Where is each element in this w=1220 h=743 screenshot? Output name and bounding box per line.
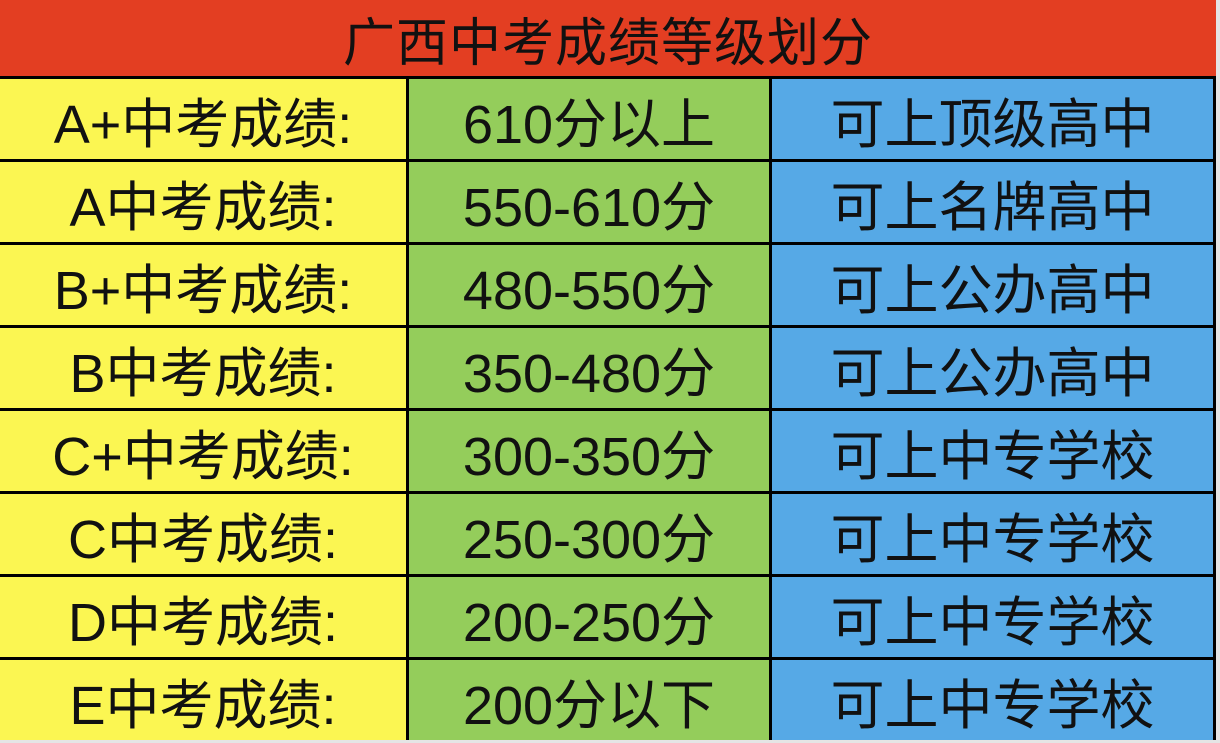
grade-cell: C中考成绩: (0, 494, 406, 574)
table-row: B+中考成绩: 480-550分 可上公办高中 (0, 245, 1216, 325)
score-range-cell: 200-250分 (409, 577, 769, 657)
school-level-cell: 可上名牌高中 (772, 162, 1213, 242)
table-body: A+中考成绩: 610分以上 可上顶级高中 A中考成绩: 550-610分 可上名牌高中 B… (0, 79, 1216, 743)
grade-cell: A中考成绩: (0, 162, 406, 242)
table-row: B中考成绩: 350-480分 可上公办高中 (0, 328, 1216, 408)
school-level-cell: 可上顶级高中 (772, 79, 1213, 159)
grade-cell: B中考成绩: (0, 328, 406, 408)
table-row: E中考成绩: 200分以下 可上中专学校 (0, 660, 1216, 740)
school-level-cell: 可上中专学校 (772, 577, 1213, 657)
table-row: C中考成绩: 250-300分 可上中专学校 (0, 494, 1216, 574)
school-level-cell: 可上中专学校 (772, 411, 1213, 491)
score-range-cell: 300-350分 (409, 411, 769, 491)
school-level-cell: 可上公办高中 (772, 328, 1213, 408)
score-range-cell: 480-550分 (409, 245, 769, 325)
grade-cell: E中考成绩: (0, 660, 406, 740)
table-row: C+中考成绩: 300-350分 可上中专学校 (0, 411, 1216, 491)
score-range-cell: 250-300分 (409, 494, 769, 574)
school-level-cell: 可上中专学校 (772, 494, 1213, 574)
score-range-cell: 200分以下 (409, 660, 769, 740)
table-row: D中考成绩: 200-250分 可上中专学校 (0, 577, 1216, 657)
score-range-cell: 610分以上 (409, 79, 769, 159)
grade-cell: B+中考成绩: (0, 245, 406, 325)
grade-cell: D中考成绩: (0, 577, 406, 657)
score-range-cell: 350-480分 (409, 328, 769, 408)
grade-cell: A+中考成绩: (0, 79, 406, 159)
school-level-cell: 可上中专学校 (772, 660, 1213, 740)
table-row: A+中考成绩: 610分以上 可上顶级高中 (0, 79, 1216, 159)
school-level-cell: 可上公办高中 (772, 245, 1213, 325)
table-title: 广西中考成绩等级划分 (0, 0, 1216, 76)
grade-cell: C+中考成绩: (0, 411, 406, 491)
score-range-cell: 550-610分 (409, 162, 769, 242)
table-row: A中考成绩: 550-610分 可上名牌高中 (0, 162, 1216, 242)
